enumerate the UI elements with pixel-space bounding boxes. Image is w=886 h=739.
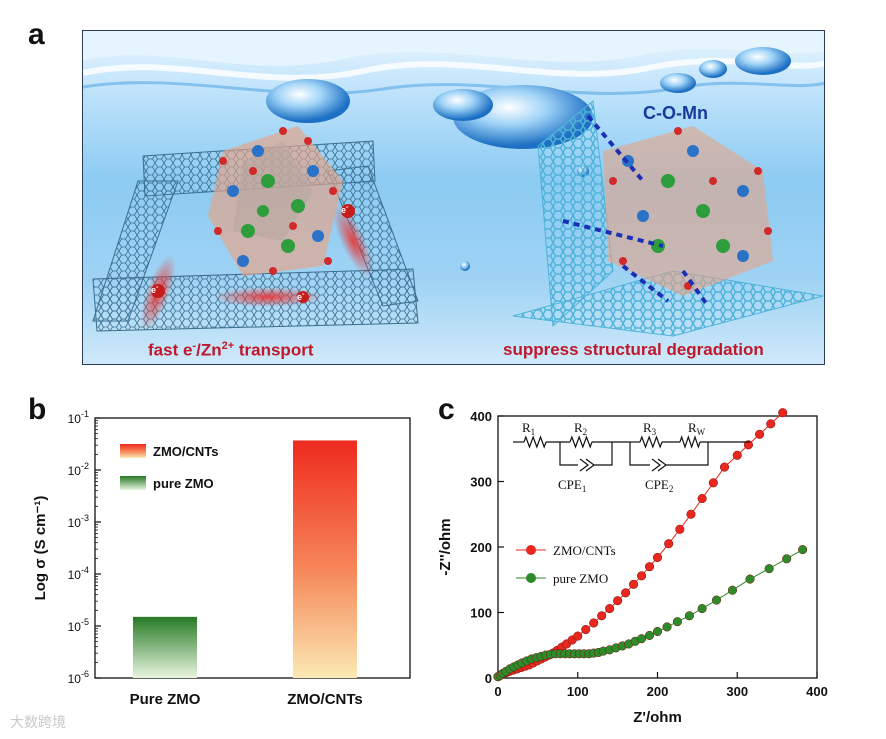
data-point-pure-zmo	[637, 634, 647, 644]
y-tick-label-b: 10-2	[68, 461, 89, 478]
right-zmo-crystal	[562, 114, 773, 308]
data-point-zmo-cnts	[637, 571, 647, 581]
data-point-zmo-cnts	[732, 450, 742, 460]
data-point-pure-zmo	[697, 604, 707, 614]
legend-swatch-b	[120, 476, 146, 490]
data-point-zmo-cnts	[597, 611, 607, 621]
data-point-zmo-cnts	[778, 408, 788, 418]
data-point-zmo-cnts	[629, 579, 639, 589]
watermark: 大数跨境	[10, 714, 66, 730]
x-category-label-b: ZMO/CNTs	[287, 691, 363, 708]
data-point-pure-zmo	[644, 630, 655, 640]
bar-pure-zmo	[133, 616, 197, 678]
y-tick-label-c: 100	[470, 606, 492, 621]
panel-b-letter: b	[28, 393, 47, 426]
y-tick-label-b: 10-5	[68, 617, 89, 634]
y-axis-label-c: -Z''/ohm	[437, 518, 454, 575]
data-point-zmo-cnts	[766, 419, 776, 429]
electron-label-2: e-	[341, 202, 349, 215]
equivalent-circuit	[513, 435, 750, 472]
resistor-r2	[569, 435, 593, 449]
data-point-pure-zmo	[672, 617, 682, 627]
electron-label-3: e-	[297, 289, 305, 302]
y-tick-label-b: 10-6	[68, 669, 89, 686]
label-r2: R2	[574, 420, 587, 437]
legend-marker-c	[526, 545, 536, 555]
cpe2-element	[629, 442, 709, 472]
legend-label-c: ZMO/CNTs	[553, 543, 616, 558]
plot-frame-b	[94, 417, 411, 679]
data-point-zmo-cnts	[755, 429, 765, 439]
label-cpe2: CPE2	[645, 477, 673, 494]
label-cpe1: CPE1	[558, 477, 586, 494]
bond-label: C-O-Mn	[643, 103, 708, 123]
legend-label-b: ZMO/CNTs	[153, 444, 218, 459]
legend-label-b: pure ZMO	[153, 476, 214, 491]
data-point-zmo-cnts	[697, 493, 707, 504]
data-point-zmo-cnts	[589, 618, 599, 628]
y-axis-label-b: Log σ (S cm⁻¹)	[32, 496, 49, 601]
label-r3: R3	[643, 420, 657, 437]
data-point-zmo-cnts	[652, 552, 663, 563]
data-point-zmo-cnts	[644, 562, 655, 572]
data-point-zmo-cnts	[708, 478, 718, 488]
x-tick-label-c: 400	[806, 684, 828, 699]
schematic-drawing	[83, 31, 824, 337]
y-tick-label-c: 300	[470, 475, 492, 490]
x-tick-label-c: 100	[567, 684, 589, 699]
panel-a-illustration: C-O-Mn e- e- e- fast e-/Zn2+ transport s…	[82, 30, 825, 365]
x-tick-label-c: 300	[726, 684, 748, 699]
data-point-zmo-cnts	[719, 462, 730, 472]
data-point-zmo-cnts	[621, 588, 631, 598]
data-point-zmo-cnts	[573, 631, 583, 641]
x-axis-label-c: Z'/ohm	[633, 709, 682, 726]
y-tick-label-c: 200	[470, 540, 492, 555]
electron-label-1: e-	[151, 282, 159, 295]
cpe1-element	[559, 442, 613, 472]
data-point-zmo-cnts	[605, 604, 615, 614]
data-point-zmo-cnts	[686, 509, 696, 519]
y-tick-label-b: 10-3	[68, 513, 89, 530]
right-graphene-sheets	[512, 100, 824, 337]
bar-zmo-cnts	[293, 440, 357, 678]
legend-marker-c	[526, 573, 536, 583]
left-zmo-crystal	[208, 126, 343, 276]
legend-swatch-b	[120, 444, 146, 458]
data-point-pure-zmo	[652, 626, 663, 637]
resistor-r3	[639, 435, 663, 449]
data-point-pure-zmo	[798, 545, 808, 555]
resistor-rw	[679, 435, 701, 449]
data-point-pure-zmo	[727, 585, 738, 595]
y-tick-label-b: 10-1	[68, 409, 89, 426]
label-r1: R1	[522, 420, 535, 437]
data-point-zmo-cnts	[675, 524, 685, 534]
data-point-pure-zmo	[764, 564, 774, 574]
data-point-pure-zmo	[662, 622, 672, 632]
data-point-zmo-cnts	[743, 440, 753, 450]
data-point-zmo-cnts	[613, 596, 623, 606]
y-tick-label-b: 10-4	[68, 565, 89, 582]
data-point-zmo-cnts	[581, 624, 591, 635]
plot-frame-c	[497, 415, 818, 679]
panel-a-letter: a	[28, 18, 45, 51]
x-tick-label-c: 200	[647, 684, 669, 699]
resistor-r1	[523, 435, 547, 449]
data-point-pure-zmo	[684, 611, 694, 621]
caption-right: suppress structural degradation	[503, 340, 764, 359]
y-tick-label-c: 400	[470, 409, 492, 424]
y-tick-label-c: 0	[485, 671, 492, 686]
caption-left: fast e-/Zn2+ transport	[148, 340, 314, 360]
legend-label-c: pure ZMO	[553, 571, 608, 586]
x-tick-label-c: 0	[494, 684, 501, 699]
x-category-label-b: Pure ZMO	[130, 691, 201, 708]
data-point-zmo-cnts	[664, 539, 674, 549]
label-rw: RW	[688, 420, 706, 437]
data-point-pure-zmo	[782, 554, 792, 564]
data-point-pure-zmo	[745, 574, 755, 584]
panel-c-letter: c	[438, 393, 455, 426]
data-point-pure-zmo	[711, 595, 722, 605]
